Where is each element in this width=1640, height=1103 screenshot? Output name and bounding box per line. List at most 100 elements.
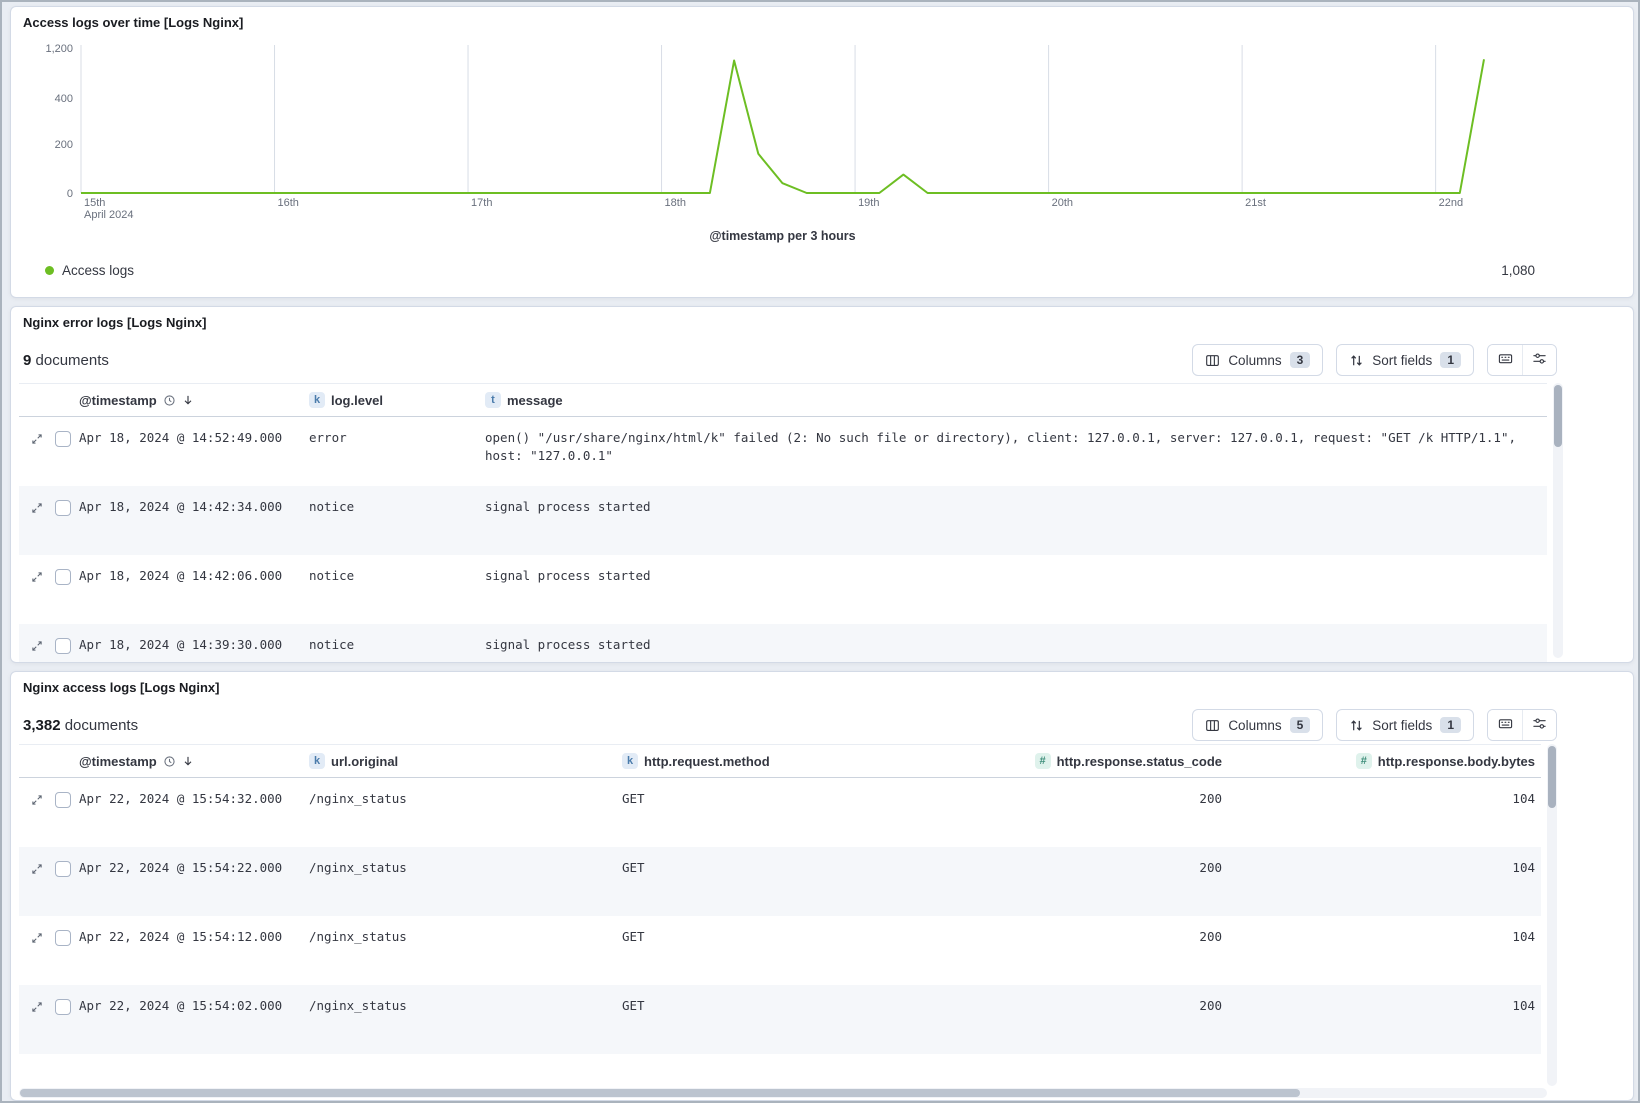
svg-text:1,200: 1,200 xyxy=(45,43,73,55)
cell-http.request.method: GET xyxy=(622,791,645,806)
svg-text:200: 200 xyxy=(55,139,73,151)
expand-document-button[interactable] xyxy=(31,1001,43,1013)
table-row: Apr 22, 2024 @ 15:54:02.000/nginx_status… xyxy=(19,985,1541,1054)
grid-icon-buttons xyxy=(1487,709,1557,741)
expand-document-button[interactable] xyxy=(31,932,43,944)
sort-fields-button[interactable]: Sort fields 1 xyxy=(1336,344,1474,376)
expand-document-button[interactable] xyxy=(31,640,43,652)
cell-@timestamp: Apr 22, 2024 @ 15:54:12.000 xyxy=(79,929,283,944)
expand-icon xyxy=(31,433,43,448)
column-label: @timestamp xyxy=(79,753,157,769)
table-row: Apr 22, 2024 @ 15:54:32.000/nginx_status… xyxy=(19,778,1541,847)
cell-url.original: /nginx_status xyxy=(309,860,407,875)
svg-text:20th: 20th xyxy=(1052,197,1073,209)
column-header-message[interactable]: t message xyxy=(479,392,1547,408)
cell-log.level: notice xyxy=(309,637,355,652)
display-options-button[interactable] xyxy=(1522,345,1556,375)
expand-document-button[interactable] xyxy=(31,502,43,514)
expand-document-button[interactable] xyxy=(31,571,43,583)
column-label: http.response.status_code xyxy=(1056,753,1222,769)
cell-http.response.status_code: 200 xyxy=(1199,860,1222,875)
keyboard-shortcuts-button[interactable] xyxy=(1488,710,1522,740)
horizontal-scrollbar[interactable] xyxy=(19,1088,1547,1098)
cell-@timestamp: Apr 18, 2024 @ 14:39:30.000 xyxy=(79,637,283,652)
panel-title-access-logs-over-time[interactable]: Access logs over time [Logs Nginx] xyxy=(23,15,244,30)
sort-count-badge: 1 xyxy=(1440,717,1461,733)
scrollbar-thumb[interactable] xyxy=(1548,746,1556,808)
panel-access-logs-over-time: Access logs over time [Logs Nginx] 15th A… xyxy=(10,6,1634,298)
expand-document-button[interactable] xyxy=(31,794,43,806)
panel-title-nginx-error-logs[interactable]: Nginx error logs [Logs Nginx] xyxy=(23,315,207,330)
column-header-log.level[interactable]: k log.level xyxy=(303,392,479,408)
column-label: http.request.method xyxy=(644,753,770,769)
panel-nginx-error-logs: Nginx error logs [Logs Nginx] 9 document… xyxy=(10,306,1634,663)
sort-fields-button[interactable]: Sort fields 1 xyxy=(1336,709,1474,741)
column-header-@timestamp[interactable]: @timestamp xyxy=(73,754,303,769)
select-document-checkbox[interactable] xyxy=(55,930,71,946)
expand-icon xyxy=(31,571,43,586)
keyboard-shortcuts-button[interactable] xyxy=(1488,345,1522,375)
select-document-checkbox[interactable] xyxy=(55,861,71,877)
panel-nginx-access-logs: Nginx access logs [Logs Nginx] 3,382 doc… xyxy=(10,671,1634,1101)
document-count: 3,382 documents xyxy=(23,716,139,734)
column-label: @timestamp xyxy=(79,392,157,408)
select-document-checkbox[interactable] xyxy=(55,638,71,654)
cell-log.level: notice xyxy=(309,568,355,583)
field-type-token-number: # xyxy=(1355,753,1372,769)
svg-text:0: 0 xyxy=(67,188,73,200)
cell-http.response.status_code: 200 xyxy=(1199,791,1222,806)
scrollbar-thumb[interactable] xyxy=(20,1089,1300,1097)
sort-descending-icon xyxy=(182,755,194,767)
expand-icon xyxy=(31,1001,43,1016)
table-row: Apr 18, 2024 @ 14:42:34.000 notice signal … xyxy=(19,486,1547,555)
cell-message: signal process started xyxy=(485,499,651,514)
select-document-checkbox[interactable] xyxy=(55,999,71,1015)
cell-@timestamp: Apr 18, 2024 @ 14:42:06.000 xyxy=(79,568,283,583)
columns-button[interactable]: Columns 5 xyxy=(1192,709,1324,741)
cell-message: signal process started xyxy=(485,568,651,583)
cell-@timestamp: Apr 18, 2024 @ 14:52:49.000 xyxy=(79,430,283,445)
expand-icon xyxy=(31,640,43,655)
clock-icon xyxy=(163,394,176,407)
expand-document-button[interactable] xyxy=(31,863,43,875)
cell-@timestamp: Apr 18, 2024 @ 14:42:34.000 xyxy=(79,499,283,514)
select-document-checkbox[interactable] xyxy=(55,500,71,516)
svg-text:17th: 17th xyxy=(471,197,492,209)
display-options-button[interactable] xyxy=(1522,710,1556,740)
panel-title-nginx-access-logs[interactable]: Nginx access logs [Logs Nginx] xyxy=(23,680,220,695)
select-document-checkbox[interactable] xyxy=(55,431,71,447)
field-type-token-k: k xyxy=(622,753,638,769)
field-type-token-number: # xyxy=(1034,753,1051,769)
expand-document-button[interactable] xyxy=(31,433,43,445)
column-header-url.original[interactable]: k url.original xyxy=(303,753,616,769)
vertical-scrollbar[interactable] xyxy=(1553,383,1563,658)
column-header-@timestamp[interactable]: @timestamp xyxy=(73,393,303,408)
columns-count-badge: 5 xyxy=(1289,717,1311,733)
column-header-http.response.body.bytes[interactable]: # http.response.body.bytes xyxy=(1228,753,1541,769)
table-row: Apr 22, 2024 @ 15:54:12.000/nginx_status… xyxy=(19,916,1541,985)
select-document-checkbox[interactable] xyxy=(55,569,71,585)
svg-text:16th: 16th xyxy=(278,197,299,209)
column-header-http.request.method[interactable]: k http.request.method xyxy=(616,753,1033,769)
cell-@timestamp: Apr 22, 2024 @ 15:54:32.000 xyxy=(79,791,283,806)
cell-http.response.status_code: 200 xyxy=(1199,998,1222,1013)
scrollbar-thumb[interactable] xyxy=(1554,385,1562,447)
cell-url.original: /nginx_status xyxy=(309,929,407,944)
columns-button[interactable]: Columns 3 xyxy=(1192,344,1324,376)
cell-http.response.status_code: 200 xyxy=(1199,929,1222,944)
vertical-scrollbar[interactable] xyxy=(1547,744,1557,1086)
cell-log.level: notice xyxy=(309,499,355,514)
column-header-http.response.status_code[interactable]: # http.response.status_code xyxy=(1033,753,1228,769)
columns-count-badge: 3 xyxy=(1289,352,1311,368)
expand-icon xyxy=(31,932,43,947)
grid-toolbar: Columns 3 Sort fields 1 xyxy=(1192,344,1557,376)
row-controls xyxy=(19,985,73,1015)
select-document-checkbox[interactable] xyxy=(55,792,71,808)
legend-series-label[interactable]: Access logs xyxy=(62,263,135,278)
cell-http.response.body.bytes: 104 xyxy=(1512,929,1535,944)
grid-icon-buttons xyxy=(1487,344,1557,376)
table-header: @timestamp k log.level t message xyxy=(19,383,1547,417)
cell-@timestamp: Apr 22, 2024 @ 15:54:02.000 xyxy=(79,998,283,1013)
